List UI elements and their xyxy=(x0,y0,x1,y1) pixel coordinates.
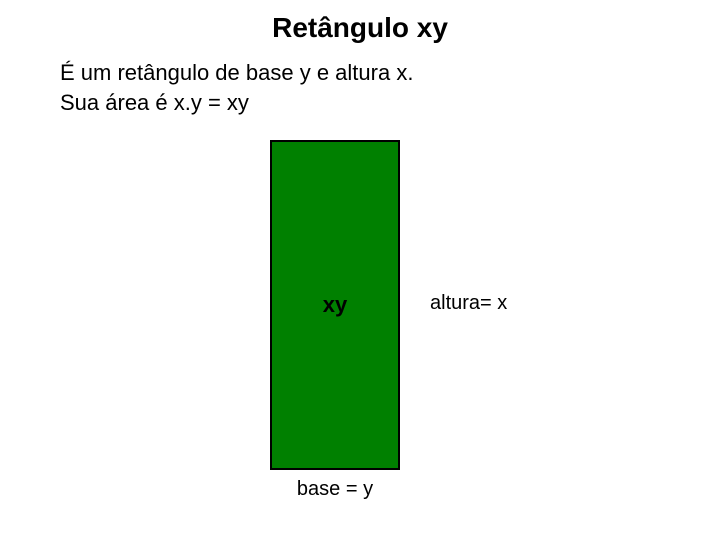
page-title: Retângulo xy xyxy=(0,12,720,44)
base-label: base = y xyxy=(270,478,400,501)
rectangle-area-label: xy xyxy=(323,292,347,318)
description-line-1: É um retângulo de base y e altura x. xyxy=(60,58,413,88)
height-label: altura= x xyxy=(430,292,507,315)
description-block: É um retângulo de base y e altura x. Sua… xyxy=(60,58,413,117)
rectangle-shape: xy xyxy=(270,140,400,470)
slide: Retângulo xy É um retângulo de base y e … xyxy=(0,0,720,540)
description-line-2: Sua área é x.y = xy xyxy=(60,88,413,118)
